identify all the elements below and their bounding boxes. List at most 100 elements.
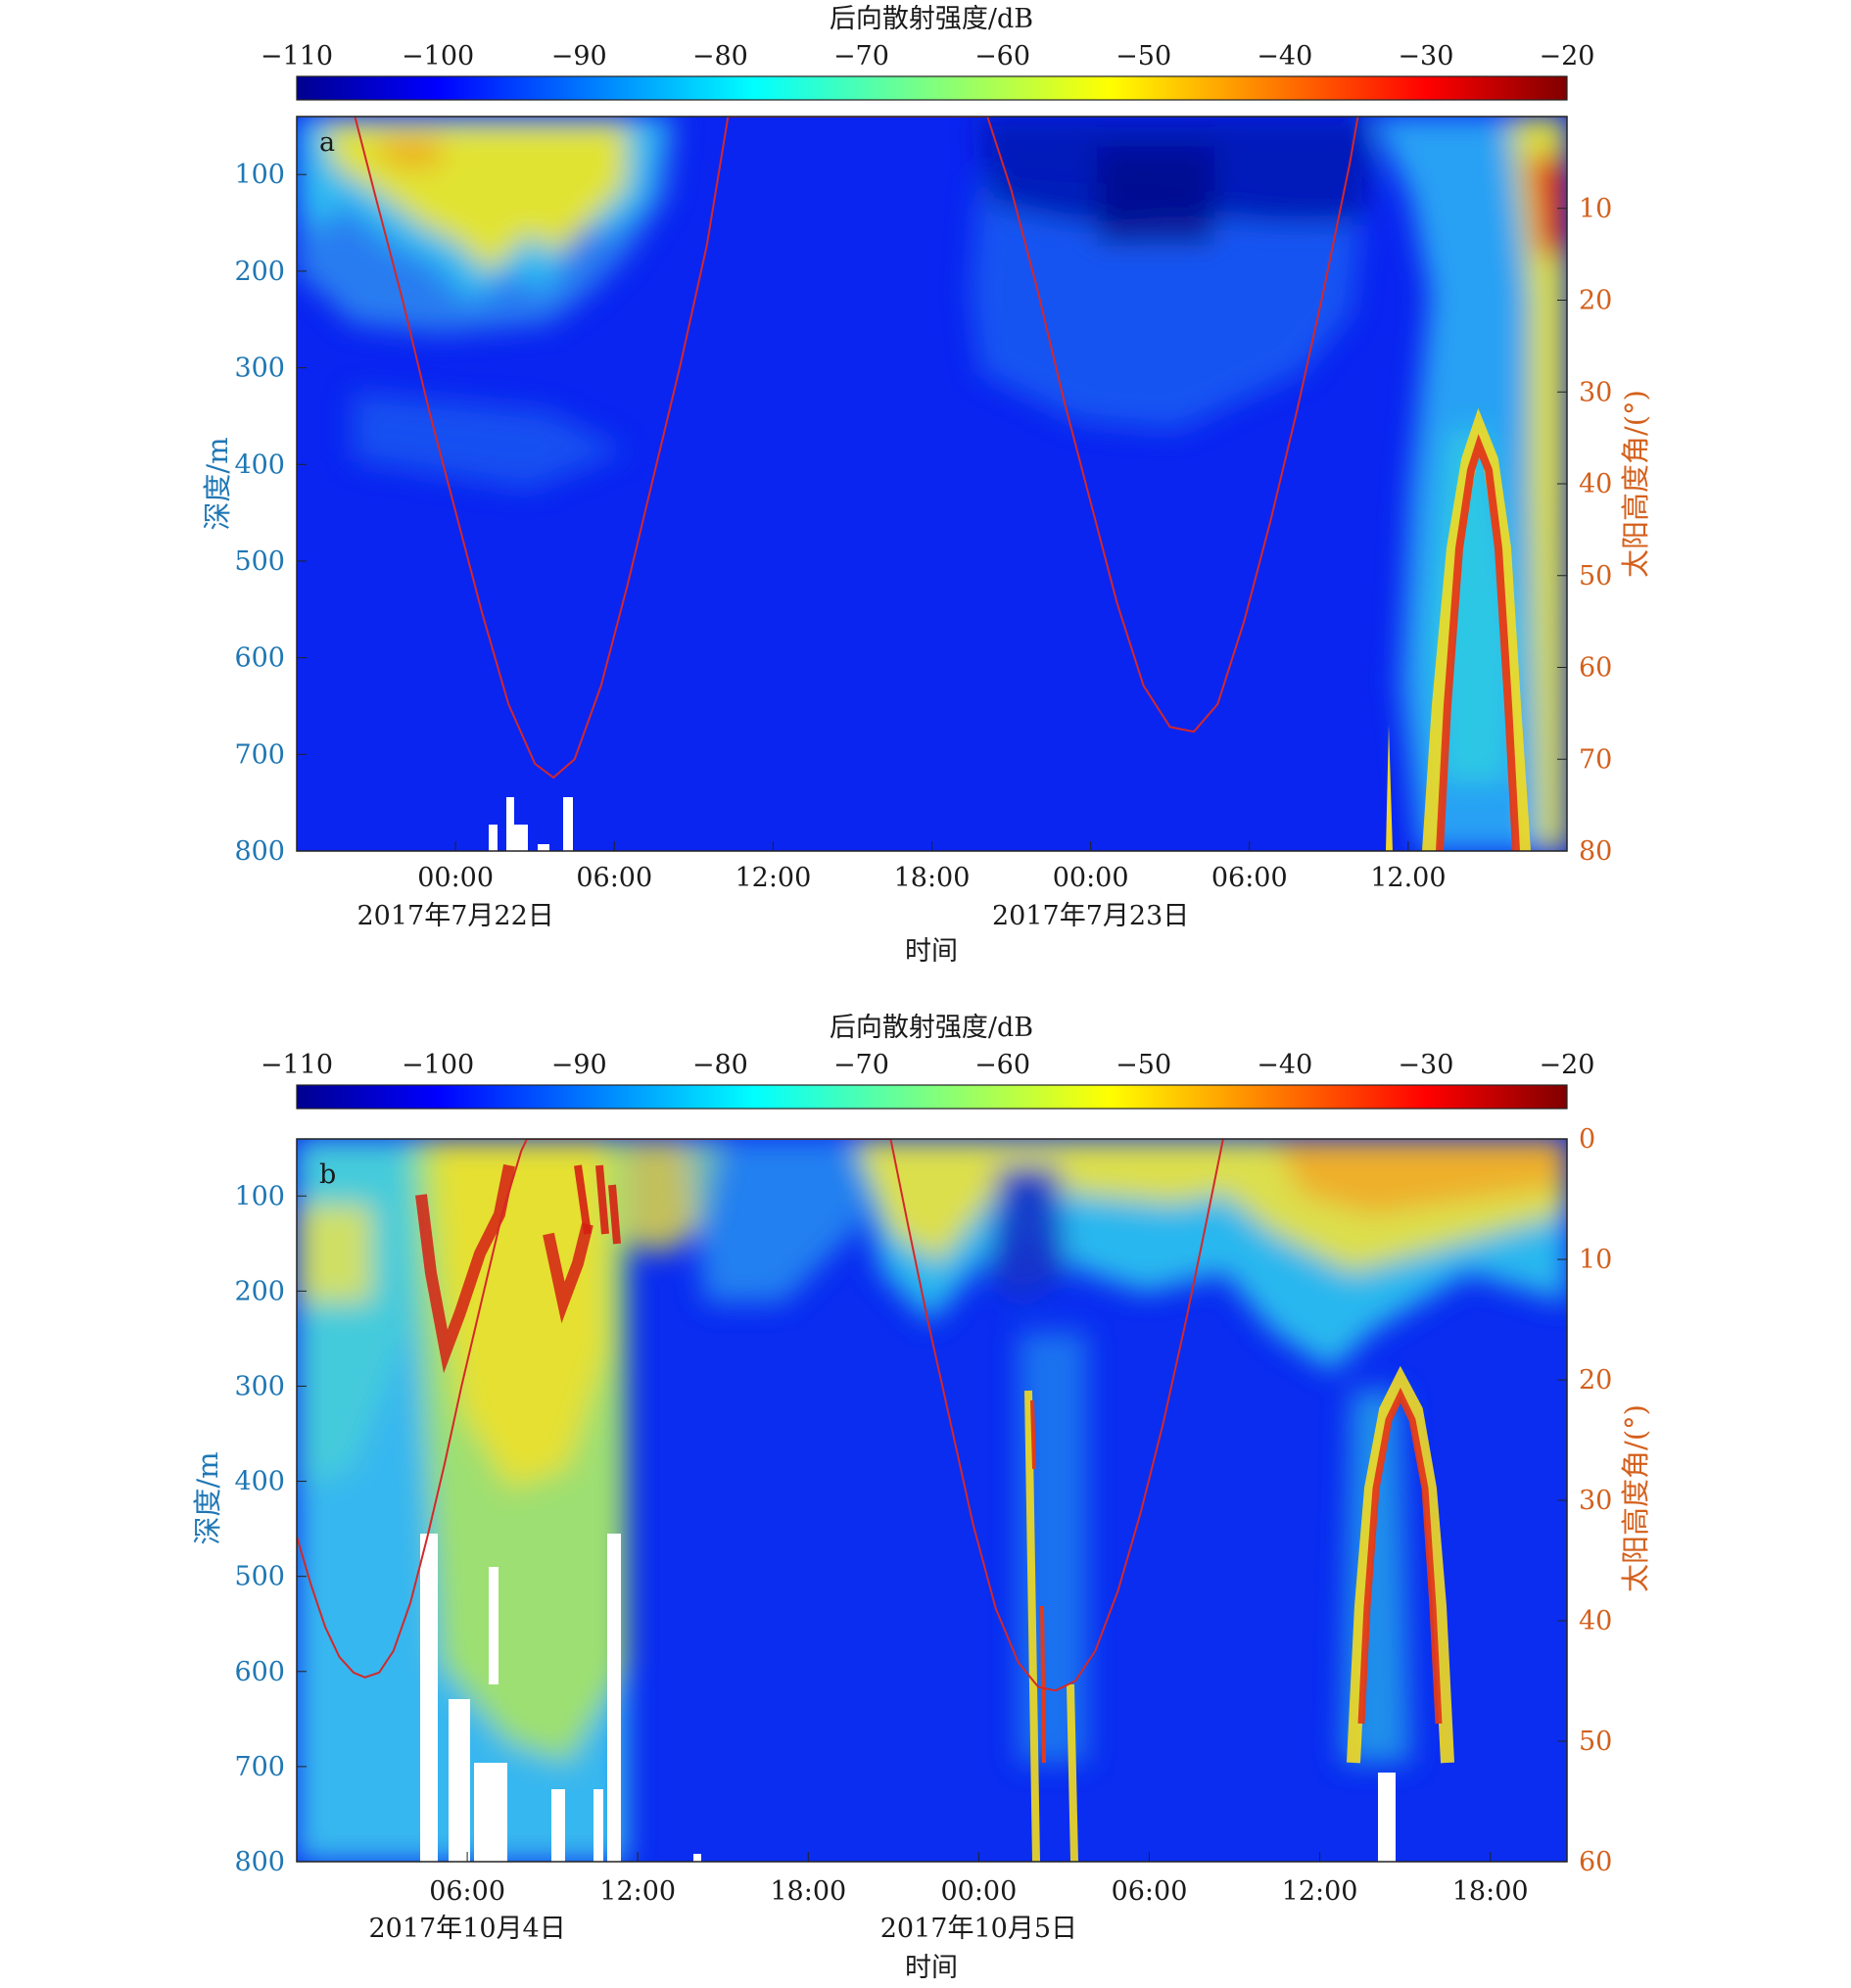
colorbar-b (296, 1084, 1568, 1110)
y-right-label-a: 太阳高度角/(°) (1619, 390, 1652, 578)
missing-data-a-1 (489, 825, 498, 851)
missing-data-b-3 (474, 1763, 507, 1862)
y-left-label-b: 深度/m (191, 1451, 224, 1544)
y-right-tick-label-a: 80 (1579, 836, 1612, 867)
y-left-tick-label-a: 500 (234, 546, 285, 577)
y-left-tick-label-b: 600 (234, 1657, 285, 1687)
date-labels-b: 2017年10月4日 2017年10月5日 (368, 1914, 1077, 1944)
colorbar-tick-label-b: −90 (551, 1050, 607, 1080)
missing-data-b-1 (420, 1534, 438, 1862)
x-tick-label-b: 18:00 (770, 1876, 846, 1907)
x-tick-label-a: 06:00 (1211, 863, 1288, 893)
sun-elevation-curve-b (297, 1139, 1224, 1692)
y-left-tick-label-b: 400 (234, 1467, 285, 1497)
colorbar-tick-label-b: −80 (692, 1050, 748, 1080)
colorbar-tick-label-b: −50 (1115, 1050, 1171, 1080)
colorbar-tick-label-a: −100 (402, 41, 474, 71)
y-right-tick-label-b: 30 (1579, 1486, 1612, 1516)
missing-data-b-8 (693, 1854, 701, 1862)
missing-data-b-2 (449, 1699, 470, 1862)
colorbar-tick-label-a: −110 (261, 41, 333, 71)
x-label-b: 时间 (905, 1953, 958, 1983)
y-left-tick-label-a: 800 (234, 836, 285, 867)
colorbar-title-a: 后向散射强度/dB (830, 4, 1033, 34)
y-right-axis-b: 0 10 20 30 40 50 60 (1557, 1124, 1612, 1877)
x-tick-label-b: 06:00 (1112, 1876, 1188, 1907)
missing-data-b-5 (551, 1789, 565, 1862)
heatmap-b (297, 1139, 1567, 1862)
x-tick-label-b: 18:00 (1452, 1876, 1529, 1907)
y-right-tick-label-a: 50 (1579, 561, 1612, 592)
colorbar-tick-label-a: −30 (1398, 41, 1453, 71)
x-tick-label-b: 12:00 (599, 1876, 676, 1907)
y-left-tick-label-b: 700 (234, 1752, 285, 1782)
missing-data-b-4 (489, 1567, 498, 1684)
y-left-tick-label-a: 100 (234, 160, 285, 190)
colorbar-tick-label-a: −40 (1257, 41, 1312, 71)
colorbar-tick-label-a: −80 (692, 41, 748, 71)
y-left-tick-label-a: 400 (234, 450, 285, 480)
colorbar-a (296, 75, 1568, 101)
colorbar-title-b: 后向散射强度/dB (830, 1013, 1033, 1043)
colorbar-tick-label-b: −70 (833, 1050, 889, 1080)
colorbar-tick-label-a: −20 (1540, 41, 1595, 71)
y-right-tick-label-a: 60 (1579, 653, 1612, 684)
colorbar-tick-label-b: −60 (974, 1050, 1030, 1080)
missing-data-a-3 (514, 825, 528, 851)
y-left-tick-label-b: 800 (234, 1847, 285, 1877)
panel-letter-a: a (319, 127, 335, 158)
panel-letter-b: b (319, 1160, 336, 1190)
colorbar-tick-label-a: −90 (551, 41, 607, 71)
date-label-b: 2017年10月4日 (368, 1914, 565, 1944)
y-right-tick-label-a: 30 (1579, 377, 1612, 407)
y-right-tick-label-a: 70 (1579, 744, 1612, 775)
colorbar-tick-label-b: −100 (402, 1050, 474, 1080)
y-right-axis-a: 10 20 30 40 50 60 70 80 (1557, 194, 1612, 867)
y-left-tick-label-b: 300 (234, 1371, 285, 1401)
x-tick-label-b: 06:00 (429, 1876, 505, 1907)
y-right-tick-label-b: 50 (1579, 1727, 1612, 1757)
y-right-tick-label-a: 10 (1579, 194, 1612, 224)
colorbar-tick-label-b: −30 (1398, 1050, 1453, 1080)
colorbar-tick-label-b: −110 (261, 1050, 333, 1080)
y-left-tick-label-b: 100 (234, 1181, 285, 1211)
x-axis-a: 00:00 06:00 12:00 18:00 00:00 06:00 12.00 (417, 841, 1447, 893)
colorbar-ticks-a: −110 −100 −90 −80 −70 −60 −50 −40 −30 −20 (261, 41, 1595, 82)
y-left-label-a: 深度/m (201, 437, 234, 530)
missing-data-a-5 (563, 797, 573, 851)
missing-data-a-2 (506, 797, 514, 851)
colorbar-tick-label-a: −60 (974, 41, 1030, 71)
x-tick-label-a: 18:00 (894, 863, 971, 893)
colorbar-tick-label-b: −40 (1257, 1050, 1312, 1080)
heatmap-a (297, 117, 1567, 851)
y-left-tick-label-b: 200 (234, 1276, 285, 1306)
x-label-a: 时间 (905, 936, 958, 967)
y-right-tick-label-a: 20 (1579, 286, 1612, 316)
x-tick-label-a: 06:00 (576, 863, 652, 893)
missing-data-b-6 (593, 1789, 603, 1862)
colorbar-ticks-b: −110 −100 −90 −80 −70 −60 −50 −40 −30 −20 (261, 1050, 1595, 1091)
colorbar-tick-label-a: −50 (1115, 41, 1171, 71)
x-tick-label-a: 12.00 (1370, 863, 1446, 893)
x-tick-label-a: 00:00 (1053, 863, 1129, 893)
date-labels-a: 2017年7月22日 2017年7月23日 (357, 901, 1190, 931)
y-right-label-b: 太阳高度角/(°) (1619, 1404, 1652, 1592)
x-tick-label-b: 12:00 (1282, 1876, 1358, 1907)
missing-data-b-7 (607, 1534, 621, 1862)
panel-a: 后向散射强度/dB −110 −100 −90 −80 −70 −60 −50 −40 −30−… (201, 4, 1652, 967)
x-axis-b: 06:00 12:00 18:00 00:00 06:00 12:00 18:00 (429, 1852, 1529, 1907)
missing-data-a-4 (538, 844, 549, 851)
panel-b: 后向散射强度/dB −110 −100 −90 −80 −70 −60 −50 −40 −30−… (191, 1013, 1652, 1983)
y-left-tick-label-a: 200 (234, 257, 285, 287)
y-right-tick-label-b: 0 (1579, 1124, 1595, 1155)
date-label-a: 2017年7月23日 (992, 901, 1189, 931)
date-label-a: 2017年7月22日 (357, 901, 554, 931)
x-tick-label-b: 00:00 (940, 1876, 1017, 1907)
missing-data-b-9 (1378, 1773, 1396, 1862)
y-right-tick-label-a: 40 (1579, 469, 1612, 499)
y-right-tick-label-b: 20 (1579, 1365, 1612, 1396)
y-right-tick-label-b: 10 (1579, 1245, 1612, 1275)
y-right-tick-label-b: 40 (1579, 1606, 1612, 1636)
colorbar-tick-label-b: −20 (1540, 1050, 1595, 1080)
